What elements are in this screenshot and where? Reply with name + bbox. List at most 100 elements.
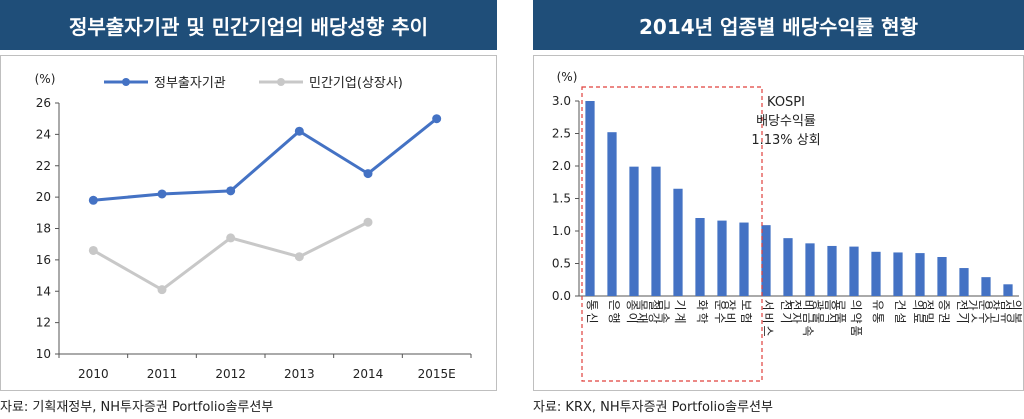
right-panel: 2014년 업종별 배당수익률 현황 (%) 0.0 0.5 1.0 1.5 2.0 2.5… [533,0,1024,415]
y-tick-label: 2.5 [552,127,571,141]
x-tick-label-char: 수 [977,312,991,323]
y-tick-label: 18 [36,222,51,236]
x-tick-label-group: 철강금속철강금속 [647,299,671,323]
x-tick-label-char: 의 [911,299,925,310]
x-tick-label-group: 보험보험 [739,299,753,323]
x-tick-label-group: 은행은행 [607,299,622,323]
x-tick-label-char: 자 [789,312,803,323]
x-tick-label-char: 철 [647,299,661,310]
x-tick-label-char: 금 [657,299,671,310]
x-tick-label-char: 전 [955,299,969,310]
x-tick-label: 2012 [215,367,246,381]
series-line-0 [93,117,438,202]
left-chart-title: 정부출자기관 및 민간기업의 배당성향 추이 [0,0,497,50]
x-tick-label-char: 창 [987,299,1001,310]
bar-chart-box: (%) 0.0 0.5 1.0 1.5 2.0 2.5 3.0 통신통신 은행은행종이목재종이목재… [533,55,1024,391]
x-tick-label-group: 서비스서비스 [761,299,775,336]
x-tick-label-char: 품 [833,312,847,323]
legend-label-0: 정부출자기관 [154,76,226,91]
bar [783,238,793,296]
x-tick-label-char: 재 [635,312,649,323]
annotation-line-0: KOSPI [767,95,805,110]
bar [651,166,661,296]
data-point [226,186,236,196]
right-chart-title: 2014년 업종별 배당수익률 현황 [533,0,1024,50]
bar [585,101,595,296]
x-tick-label-char: 험 [739,312,753,323]
annotation-line-2: 1.13% 상회 [751,133,820,148]
bar [717,220,727,296]
x-tick-label-char: 가 [965,299,979,310]
line-chart: (%) 10 12 14 16 18 20 22 24 26 2010 2011 2012 2013 201… [35,72,472,381]
left-panel: 정부출자기관 및 민간기업의 배당성향 추이 (%) 10 12 14 16 18 20 22… [0,0,497,415]
x-tick-label-char: 기 [955,312,969,323]
bar [849,246,859,296]
x-tick-label-group: 유통유통 [871,299,885,323]
x-tick-label-char: 목 [635,299,649,310]
x-tick-label-char: 통 [871,312,885,323]
bar [981,277,991,296]
x-tick-label-char: 통 [585,299,599,310]
x-tick-label-char: 서 [761,299,775,310]
bar [937,257,947,296]
x-tick-label-char: 장 [723,299,737,310]
annotation-line-1: 배당수익률 [756,114,816,129]
x-tick-label-group: 건설건설 [893,299,907,323]
x-tick-label-group: 섬유의복섬유의복 [999,299,1023,323]
x-tick-label-char: 기 [779,312,793,323]
x-tick-label-group: 증권증권 [937,299,951,323]
x-tick-label-char: 은 [607,299,621,310]
y-tick-label: 0.5 [552,257,571,271]
x-tick-label-group: 의약품의약품 [849,299,864,336]
x-tick-label: 2010 [78,367,109,381]
data-point [226,233,236,243]
y-tick-label: 22 [36,159,51,173]
bar [1003,284,1013,296]
x-tick-label-char: 금 [801,312,815,323]
x-tick-label-char: 비 [801,299,815,310]
y-tick-label: 26 [36,96,51,110]
x-tick-label: 2011 [147,367,178,381]
x-tick-label-char: 광 [811,299,825,310]
bar-chart: (%) 0.0 0.5 1.0 1.5 2.0 2.5 3.0 통신통신 은행은행종이목재종이목재… [552,70,1023,382]
bar [893,252,903,296]
x-tick-label-char: 운 [977,299,991,310]
data-point [363,169,373,179]
x-tick-label-group: 음식료품음식료품 [823,299,847,323]
x-tick-label-char: 약 [849,312,864,323]
series-line-1 [92,220,369,292]
data-point [432,114,442,124]
bar [805,243,815,296]
y-tick-label: 0.0 [552,289,571,303]
x-tick-label-char: 전 [779,299,793,310]
y-tick-label: 1.0 [552,224,571,238]
bar [871,251,881,296]
y-tick-label: 1.5 [552,192,571,206]
bar [695,218,705,296]
left-source-note: 자료: 기획재정부, NH투자증권 Portfolio솔루션부 [0,400,274,415]
x-tick-label-char: 설 [893,312,907,323]
x-tick-label-char: 품 [849,325,863,336]
x-tick-label-char: 행 [607,312,622,323]
legend-marker-0 [122,78,130,86]
x-tick-label-group: 전기전자전기전자 [779,299,803,323]
x-tick-label-char: 식 [823,312,837,323]
x-tick-label-char: 밀 [921,312,935,323]
data-point [88,245,98,255]
x-tick-label-char: 유 [999,312,1013,323]
data-point [363,217,373,227]
x-tick-label-char: 의 [849,299,863,310]
x-tick-label-char: 수 [713,312,727,323]
x-tick-label-char: 복 [1009,312,1023,323]
data-point [157,285,167,295]
x-tick-label-char: 섬 [999,299,1013,310]
y-unit-label: (%) [557,70,578,84]
bar [959,268,969,296]
x-tick-label-char: 기 [673,299,687,310]
y-tick-label: 12 [36,316,51,330]
x-tick-label-char: 물 [811,312,825,323]
x-tick-label-char: 의 [1009,299,1023,310]
x-tick-label-char: 증 [937,299,951,310]
x-tick-label-group: 운수창고운수창고 [977,299,1001,323]
data-point [294,126,304,136]
